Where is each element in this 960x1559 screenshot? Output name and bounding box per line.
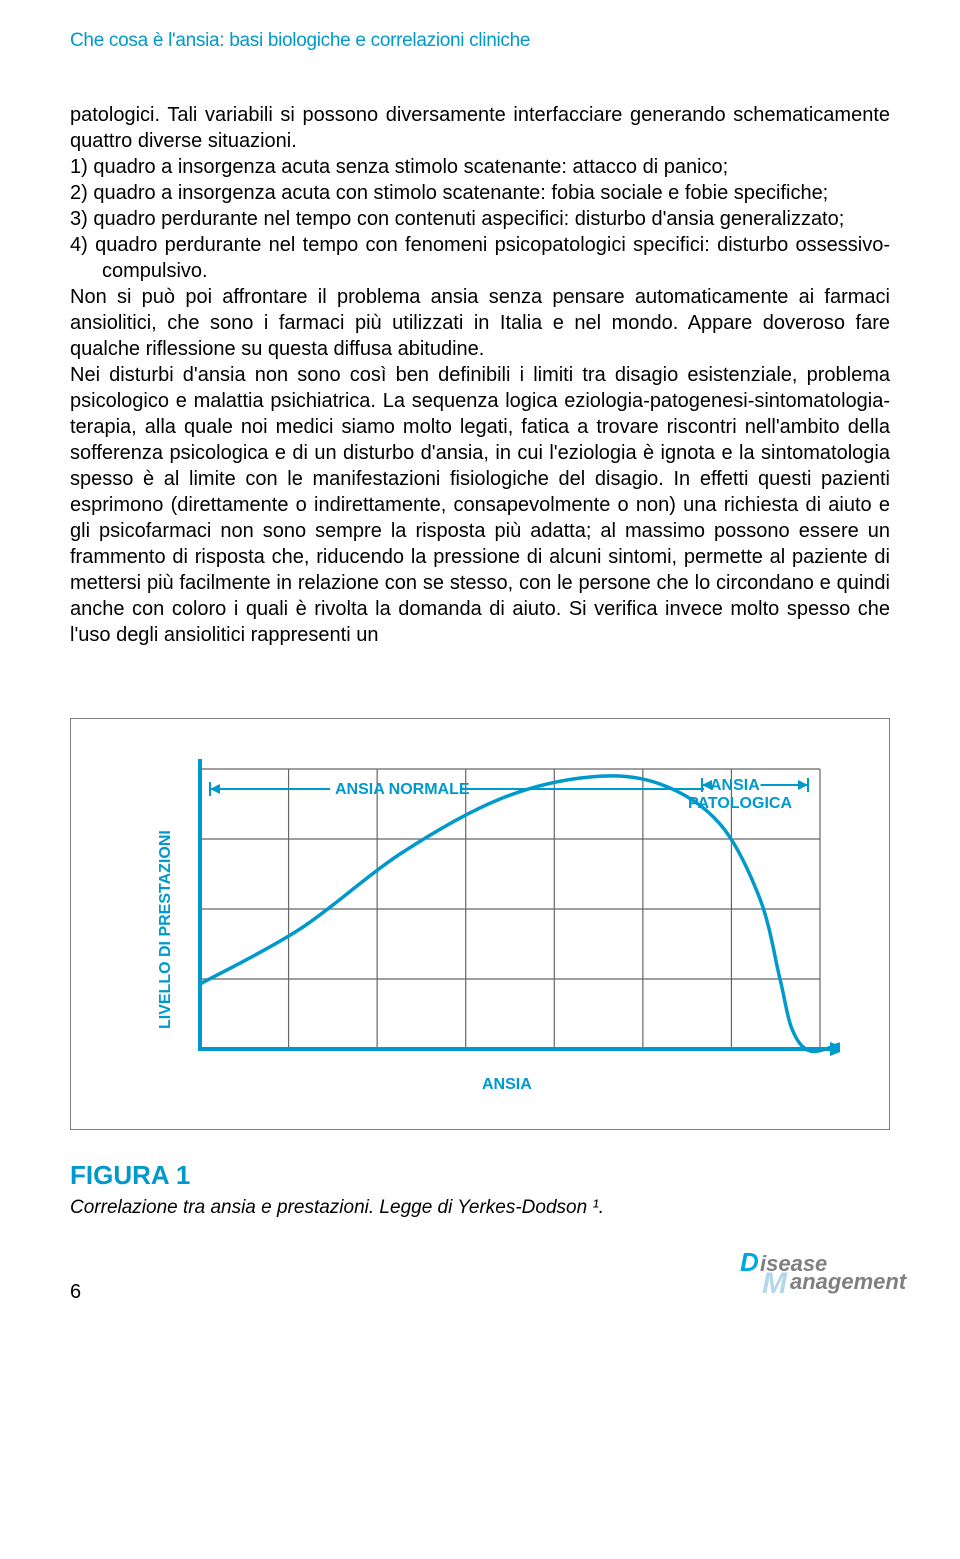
list-item: 3) quadro perdurante nel tempo con conte…: [70, 206, 890, 232]
figure-label: FIGURA 1: [70, 1160, 890, 1191]
svg-text:ANSIA NORMALE: ANSIA NORMALE: [335, 781, 470, 798]
figure-caption: Correlazione tra ansia e prestazioni. Le…: [70, 1197, 890, 1219]
yerkes-dodson-chart: ANSIA NORMALE ANSIAPATOLOGICA LIVELLO DI P…: [120, 759, 840, 1099]
list-item: 4) quadro perdurante nel tempo con fenom…: [70, 232, 890, 284]
body-opening: patologici. Tali variabili si possono di…: [70, 102, 890, 154]
svg-text:LIVELLO DI PRESTAZIONI: LIVELLO DI PRESTAZIONI: [157, 830, 174, 1029]
chart-container: ANSIA NORMALE ANSIAPATOLOGICA LIVELLO DI P…: [70, 718, 890, 1130]
svg-text:anagement: anagement: [790, 1269, 908, 1294]
svg-text:D: D: [740, 1249, 759, 1277]
svg-text:ANSIAPATOLOGICA: ANSIAPATOLOGICA: [688, 777, 792, 812]
body-paragraph: Non si può poi affrontare il problema an…: [70, 284, 890, 648]
body-text-block: patologici. Tali variabili si possono di…: [70, 102, 890, 648]
list-item: 1) quadro a insorgenza acuta senza stimo…: [70, 154, 890, 180]
page-number: 6: [70, 1281, 81, 1304]
running-header: Che cosa è l'ansia: basi biologiche e co…: [70, 30, 890, 52]
svg-text:M: M: [762, 1267, 788, 1299]
page-footer: 6 DiseaseManagement: [70, 1249, 890, 1304]
svg-text:ANSIA: ANSIA: [482, 1076, 532, 1093]
list-item: 2) quadro a insorgenza acuta con stimolo…: [70, 180, 890, 206]
brand-logo: DiseaseManagement: [740, 1249, 910, 1304]
